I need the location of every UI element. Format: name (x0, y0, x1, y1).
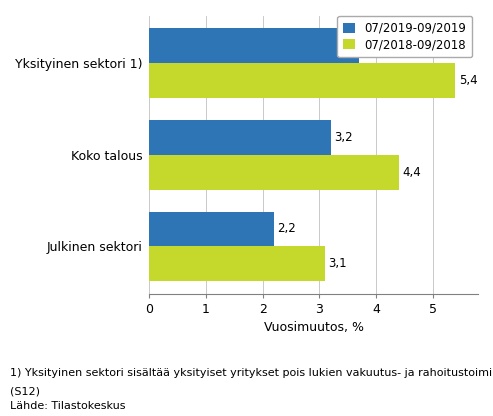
Text: 3,2: 3,2 (334, 131, 352, 144)
X-axis label: Vuosimuutos, %: Vuosimuutos, % (264, 322, 364, 334)
Text: 5,4: 5,4 (459, 74, 477, 87)
Text: 1) Yksityinen sektori sisältää yksityiset yritykset pois lukien vakuutus- ja rah: 1) Yksityinen sektori sisältää yksityise… (10, 368, 493, 378)
Bar (149, 246, 325, 281)
Text: Lähde: Tilastokeskus: Lähde: Tilastokeskus (10, 401, 125, 411)
Text: 2,2: 2,2 (278, 223, 296, 235)
Text: (S12): (S12) (10, 386, 40, 396)
Bar (149, 63, 456, 98)
Text: 4,4: 4,4 (402, 166, 421, 178)
Text: 3,1: 3,1 (328, 257, 347, 270)
Bar (149, 155, 399, 190)
Bar (149, 28, 359, 63)
Text: 3,7: 3,7 (362, 39, 381, 52)
Legend: 07/2019-09/2019, 07/2018-09/2018: 07/2019-09/2019, 07/2018-09/2018 (337, 16, 472, 57)
Bar (149, 120, 331, 155)
Bar (149, 211, 274, 246)
